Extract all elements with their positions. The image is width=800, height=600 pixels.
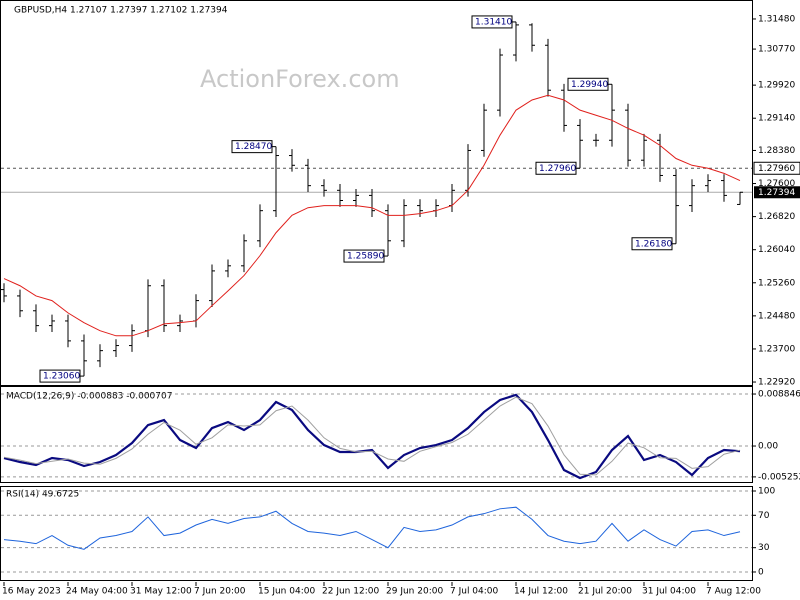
y-tick-label: -0.005252 [758, 472, 800, 482]
x-tick-label: 7 Jun 20:00 [194, 587, 246, 597]
macd-title: MACD(12,26,9) -0.000883 -0.000707 [6, 392, 172, 402]
level-label: 1.27960 [758, 164, 795, 174]
y-tick-label: 1.29140 [758, 114, 795, 124]
indicator-line [3, 393, 741, 480]
annotation-box [343, 249, 385, 263]
annotation-box [535, 161, 577, 175]
y-tick-label: 70 [758, 511, 770, 521]
y-tick-label: 30 [758, 543, 770, 553]
annotation-label: 1.27960 [539, 164, 576, 174]
y-tick-label: 1.24480 [758, 311, 795, 321]
y-tick-label: 0.008846 [758, 390, 800, 400]
x-tick-label: 7 Jul 04:00 [450, 587, 499, 597]
last-price-label: 1.27394 [758, 188, 795, 198]
x-tick-label: 31 Jul 04:00 [642, 587, 696, 597]
annotation-label: 1.26180 [635, 239, 672, 249]
panel-frame [0, 0, 753, 386]
x-tick-label: 29 Jun 20:00 [386, 587, 443, 597]
y-tick-label: 1.23700 [758, 344, 795, 354]
y-tick-label: 1.31480 [758, 14, 795, 24]
y-tick-label: 1.25260 [758, 278, 795, 288]
last-price-box [754, 186, 800, 199]
y-tick-label: 1.28380 [758, 146, 795, 156]
indicator-line [3, 506, 741, 550]
y-tick-label: 1.22920 [758, 378, 795, 388]
x-tick-label: 24 May 04:00 [66, 587, 128, 597]
y-tick-label: 1.26040 [758, 245, 795, 255]
annotation-box [567, 77, 609, 91]
x-tick-label: 16 May 2023 [2, 587, 61, 597]
y-tick-label: 1.30770 [758, 45, 795, 55]
annotation-label: 1.31410 [475, 17, 512, 27]
level-box [753, 161, 800, 175]
x-tick-label: 7 Aug 12:00 [706, 587, 761, 597]
y-tick-label: 0.00 [758, 442, 778, 452]
x-tick-label: 21 Jul 20:00 [578, 587, 632, 597]
x-tick-label: 31 May 12:00 [130, 587, 192, 597]
panel-frame [0, 486, 753, 581]
x-tick-label: 22 Jun 12:00 [322, 587, 379, 597]
annotation-label: 1.28470 [235, 142, 272, 152]
annotation-label: 1.29940 [571, 80, 608, 90]
y-tick-label: 1.27600 [758, 179, 795, 189]
panel-frame [0, 386, 753, 483]
y-tick-label: 0 [758, 567, 764, 577]
annotation-box [231, 140, 273, 154]
annotation-box [39, 369, 81, 383]
indicator-line [3, 396, 741, 476]
annotation-label: 1.23060 [43, 372, 80, 382]
watermark: ActionForex.com [200, 65, 400, 93]
chart-title: GBPUSD,H4 1.27107 1.27397 1.27102 1.2739… [14, 6, 228, 16]
rsi-title: RSI(14) 49.6725 [6, 490, 79, 500]
moving-average [3, 94, 741, 337]
x-tick-label: 15 Jun 04:00 [258, 587, 315, 597]
y-tick-label: 1.26820 [758, 212, 795, 222]
annotation-box [471, 15, 513, 29]
annotation-label: 1.25890 [347, 252, 384, 262]
y-tick-label: 100 [758, 486, 775, 496]
y-tick-label: 1.29920 [758, 81, 795, 91]
annotation-box [631, 237, 673, 251]
x-tick-label: 14 Jul 12:00 [514, 587, 568, 597]
